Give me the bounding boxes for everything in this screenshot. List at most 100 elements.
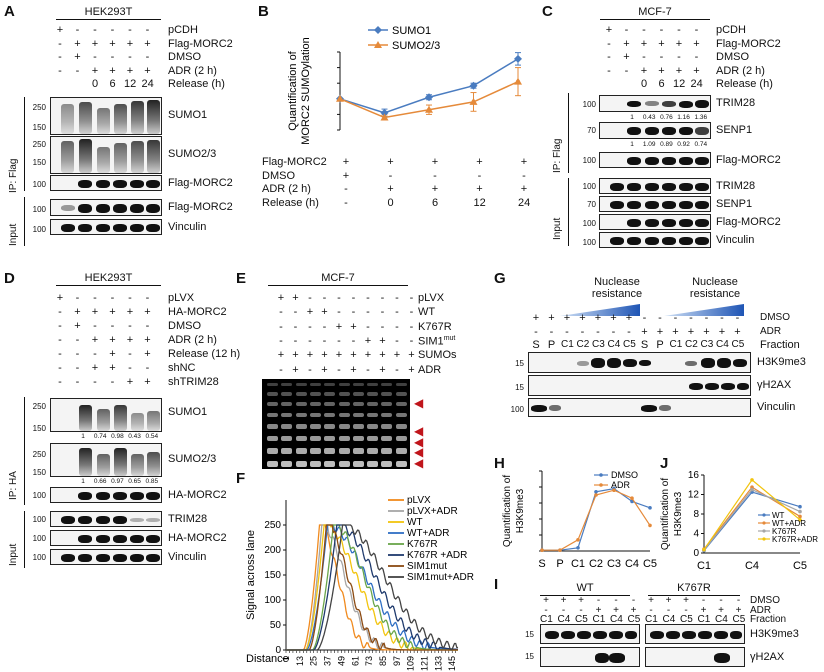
gel-band bbox=[309, 402, 321, 407]
ip-label: IP: Flag bbox=[8, 158, 19, 193]
gel-band bbox=[309, 460, 321, 468]
gel-band bbox=[281, 423, 293, 429]
gel-band bbox=[324, 383, 336, 386]
condition-mark: + bbox=[379, 363, 386, 376]
y-axis-label-line: MORC2 SUMOylation bbox=[300, 37, 312, 145]
blot-label: TRIM28 bbox=[716, 180, 756, 192]
condition-mark: + bbox=[683, 595, 689, 606]
group-title-wt: WT bbox=[540, 582, 630, 596]
data-point bbox=[702, 547, 706, 552]
input-bracket bbox=[24, 197, 25, 246]
legend-label: pLVX bbox=[407, 495, 431, 506]
condition-mark: C1 bbox=[669, 339, 683, 350]
condition-mark: - bbox=[607, 51, 611, 63]
panel-label-e: E bbox=[236, 270, 247, 287]
condition-mark: + bbox=[735, 604, 742, 616]
mw-marker: 100 bbox=[582, 100, 596, 109]
x-tick-label: 13 bbox=[295, 656, 305, 666]
condition-mark: - bbox=[719, 595, 723, 606]
x-tick-label: C4 bbox=[625, 558, 639, 570]
x-tick-label: 121 bbox=[420, 656, 430, 671]
condition-label: SIM1mut bbox=[418, 334, 456, 348]
legend-marker bbox=[762, 521, 766, 525]
gel-band bbox=[352, 402, 364, 407]
blot-gh2ax bbox=[528, 375, 751, 396]
condition-mark: + bbox=[364, 349, 372, 362]
condition-mark: - bbox=[658, 312, 662, 324]
condition-label: SUMOs bbox=[418, 349, 457, 362]
condition-mark: - bbox=[145, 24, 150, 36]
mw-marker: 15 bbox=[515, 359, 524, 368]
condition-mark: - bbox=[293, 334, 298, 347]
gel-band bbox=[338, 383, 350, 386]
blot-label: TRIM28 bbox=[168, 513, 208, 525]
x-axis-label: Distance bbox=[246, 653, 289, 665]
condition-mark: - bbox=[409, 292, 414, 304]
condition-mark: - bbox=[128, 292, 132, 304]
mw-marker: 100 bbox=[32, 491, 46, 500]
condition-label: ADR (2 h) bbox=[168, 334, 217, 346]
gel-band bbox=[281, 412, 293, 418]
blot-flag-morc2-ip bbox=[599, 152, 711, 168]
condition-mark: + bbox=[625, 312, 633, 324]
blot-label: Flag-MORC2 bbox=[716, 154, 781, 166]
condition-mark: - bbox=[75, 292, 80, 304]
blot-vinculin bbox=[599, 232, 711, 248]
blot-label: Vinculin bbox=[757, 401, 796, 413]
condition-label: DMSO bbox=[262, 169, 295, 182]
condition-label: HA-MORC2 bbox=[168, 306, 227, 318]
condition-mark: 12 bbox=[124, 78, 137, 90]
condition-mark: - bbox=[58, 37, 62, 50]
condition-mark: - bbox=[93, 376, 97, 388]
condition-mark: - bbox=[380, 292, 385, 304]
condition-mark: - bbox=[607, 37, 611, 50]
chart-b: Quantification ofMORC2 SUMOylation SUMO1 S… bbox=[287, 25, 522, 145]
blot-label: SUMO1 bbox=[168, 406, 208, 418]
gel-band bbox=[367, 383, 379, 386]
condition-mark: - bbox=[344, 196, 348, 209]
gel-band bbox=[381, 392, 393, 396]
gel-band bbox=[381, 474, 393, 482]
condition-mark: + bbox=[144, 37, 151, 50]
blot-label: Vinculin bbox=[168, 551, 207, 563]
condition-mark: + bbox=[610, 312, 617, 324]
legend-label: SUMO2/3 bbox=[392, 40, 440, 52]
gel-band bbox=[324, 412, 336, 418]
condition-mark: + bbox=[623, 51, 630, 63]
condition-mark: + bbox=[321, 349, 328, 362]
gel-band bbox=[352, 435, 364, 441]
condition-label: Flag-MORC2 bbox=[716, 37, 781, 50]
condition-mark: - bbox=[279, 363, 283, 376]
panel-label-b: B bbox=[258, 3, 269, 20]
quant-value: 0.98 bbox=[111, 433, 124, 440]
y-tick-label: 50 bbox=[270, 620, 282, 631]
condition-mark: + bbox=[277, 349, 285, 362]
blot-vinculin bbox=[50, 549, 162, 565]
condition-mark: + bbox=[560, 595, 567, 606]
blot-label: Flag-MORC2 bbox=[168, 201, 233, 213]
condition-mark: - bbox=[642, 51, 646, 63]
ip-label: IP: Flag bbox=[552, 138, 563, 173]
quant-value: 0.43 bbox=[128, 433, 141, 440]
mw-marker: 15 bbox=[515, 383, 524, 392]
condition-mark: C1 bbox=[540, 614, 553, 625]
blot-sumo2-3 bbox=[50, 136, 162, 174]
condition-mark: + bbox=[613, 604, 619, 616]
condition-mark: + bbox=[321, 306, 328, 319]
condition-mark: + bbox=[703, 325, 710, 338]
condition-mark: C3 bbox=[700, 339, 714, 350]
blot-label: TRIM28 bbox=[716, 97, 756, 109]
gel-band bbox=[338, 460, 350, 468]
gel-band bbox=[381, 447, 393, 454]
condition-mark: - bbox=[477, 169, 482, 182]
condition-mark: - bbox=[534, 325, 538, 338]
condition-mark: + bbox=[109, 334, 116, 346]
gel-band bbox=[267, 392, 278, 396]
condition-label: DMSO bbox=[760, 312, 790, 323]
blot-flag-morc2-input bbox=[50, 199, 162, 216]
blot-ha-morc2-input bbox=[50, 530, 162, 546]
condition-mark: 0 bbox=[387, 196, 394, 209]
condition-mark: + bbox=[109, 64, 116, 77]
condition-mark: + bbox=[292, 349, 299, 362]
input-bracket bbox=[24, 511, 25, 568]
